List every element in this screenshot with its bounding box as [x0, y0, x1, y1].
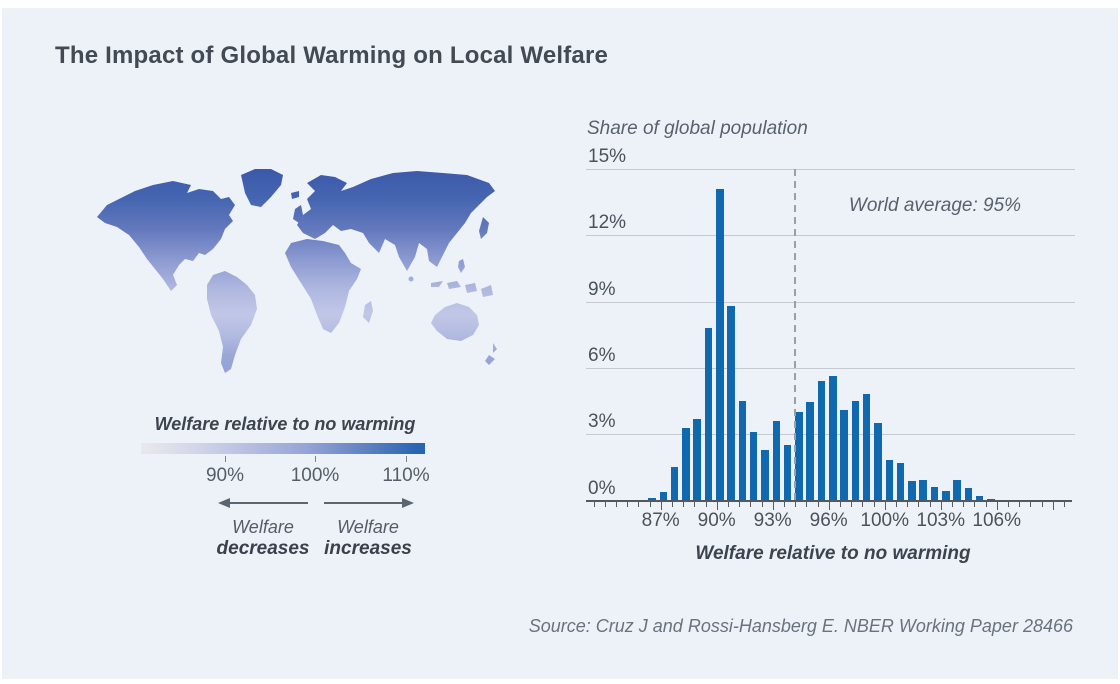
map-region-greenland: [241, 169, 283, 207]
page-title: The Impact of Global Warming on Local We…: [55, 42, 609, 69]
arrow-right-icon: [324, 498, 414, 508]
colorbar-tick-110: [406, 456, 407, 462]
map-region-iceland: [291, 191, 299, 199]
map-region-new-guinea: [481, 285, 493, 297]
label-welfare-right: Welfare: [337, 517, 399, 537]
legend-title: Welfare relative to no warming: [154, 414, 416, 434]
map-region-africa: [285, 239, 361, 333]
map-region-japan: [479, 217, 489, 239]
map-region-madagascar: [363, 301, 373, 323]
label-increases: increases: [324, 538, 412, 559]
map-region-indonesia: [431, 281, 477, 293]
colorbar: [141, 443, 425, 454]
colorbar-label-100: 100%: [290, 465, 340, 486]
label-decreases: decreases: [216, 538, 310, 559]
map-region-south-america: [207, 271, 257, 373]
map-region-sri-lanka: [408, 276, 414, 282]
colorbar-label-110: 110%: [382, 465, 430, 486]
map-region-united-kingdom: [293, 205, 303, 223]
map-region-australia: [431, 303, 479, 341]
figure-background-card: [2, 8, 1118, 679]
colorbar-label-90: 90%: [205, 465, 245, 486]
map-region-eurasia: [297, 171, 495, 271]
map-region-philippines: [458, 259, 465, 273]
colorbar-tick-90: [225, 456, 226, 462]
colorbar-tick-100: [315, 456, 316, 462]
map-region-north-america: [97, 181, 235, 291]
world-map-svg: [97, 169, 497, 373]
label-welfare-left: Welfare: [232, 517, 294, 537]
map-region-new-zealand: [485, 343, 497, 365]
world-map: [95, 166, 505, 378]
arrow-left-icon: [218, 498, 308, 508]
source-note: Source: Cruz J and Rossi-Hansberg E. NBE…: [528, 616, 1073, 636]
